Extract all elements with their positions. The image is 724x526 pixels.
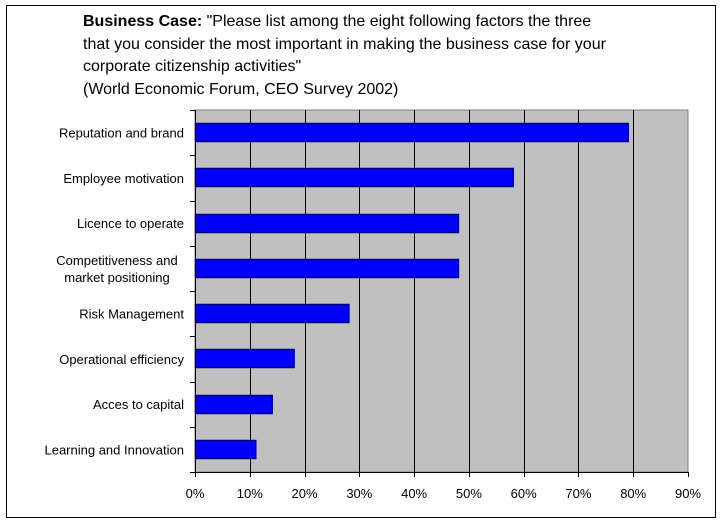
category-label: Licence to operate (77, 216, 184, 231)
x-tick-label: 90% (675, 486, 701, 501)
title-bold: Business Case: (83, 13, 203, 30)
bar (194, 439, 257, 460)
category-labels: Reputation and brand Employee motivation L… (44, 126, 184, 458)
x-tick-label: 50% (456, 486, 482, 501)
x-tick-label: 70% (565, 486, 591, 501)
category-label: Acces to capital (93, 397, 184, 412)
bar (194, 167, 514, 188)
chart-title: Business Case: "Please list among the ei… (83, 11, 713, 101)
x-tick-label: 80% (620, 486, 646, 501)
category-label: Operational efficiency (59, 352, 184, 367)
x-tick-label: 60% (511, 486, 537, 501)
plot-area (194, 109, 689, 473)
x-tick-labels: 0% 10% 20% 30% 40% 50% 60% 70% 80% 90% (186, 486, 702, 501)
bar (194, 303, 350, 324)
category-label: Risk Management (79, 307, 184, 322)
category-label: Employee motivation (63, 171, 184, 186)
bar (194, 394, 273, 415)
title-line-4: (World Economic Forum, CEO Survey 2002) (83, 80, 399, 98)
bars (194, 122, 629, 460)
title-line-2: that you consider the most important in … (83, 35, 606, 53)
x-tick-label: 40% (401, 486, 427, 501)
category-label: market positioning (64, 270, 170, 285)
bar (194, 122, 629, 143)
bar (194, 348, 295, 369)
x-tick-label: 10% (237, 486, 263, 501)
bar (194, 213, 460, 234)
category-label: Competitiveness and (56, 253, 177, 268)
category-label: Reputation and brand (59, 126, 184, 141)
bar (194, 258, 460, 279)
category-label: Learning and Innovation (44, 442, 184, 457)
title-line-3: corporate citizenship activities" (83, 58, 302, 75)
x-tick-label: 20% (292, 486, 318, 501)
title-line-1-text: "Please list among the eight following f… (206, 13, 592, 30)
x-tick-label: 0% (186, 486, 205, 501)
title-line-1: Business Case: "Please list among the ei… (83, 11, 713, 34)
x-tick-label: 30% (346, 486, 372, 501)
axes (190, 110, 689, 477)
